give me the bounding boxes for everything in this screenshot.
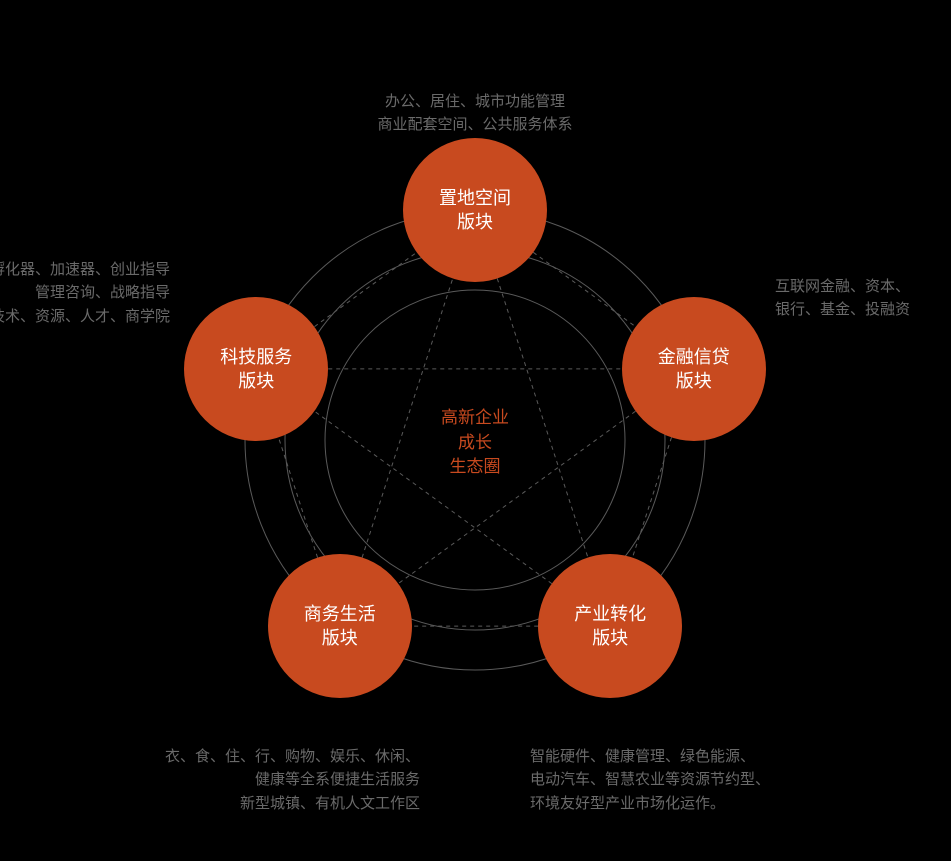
sector-node-top: 置地空间版块 xyxy=(403,138,547,282)
diagram-canvas: 高新企业成长生态圈 置地空间版块金融信贷版块产业转化版块商务生活版块科技服务版块… xyxy=(0,0,951,861)
sector-desc-left: 孵化器、加速器、创业指导 管理咨询、战略指导 技术、资源、人才、商学院 xyxy=(0,258,170,328)
sector-node-title-line: 版块 xyxy=(322,626,358,650)
center-label-line: 成长 xyxy=(415,431,535,456)
sector-node-left: 科技服务版块 xyxy=(184,297,328,441)
sector-desc-top: 办公、居住、城市功能管理 商业配套空间、公共服务体系 xyxy=(275,90,675,137)
sector-node-bottom-left: 商务生活版块 xyxy=(268,554,412,698)
sector-node-title-line: 版块 xyxy=(457,210,493,234)
sector-node-bottom-right: 产业转化版块 xyxy=(538,554,682,698)
sector-node-title-line: 置地空间 xyxy=(439,186,511,210)
center-label: 高新企业成长生态圈 xyxy=(415,406,535,480)
center-label-line: 生态圈 xyxy=(415,455,535,480)
sector-node-title-line: 科技服务 xyxy=(220,345,292,369)
sector-node-right: 金融信贷版块 xyxy=(622,297,766,441)
sector-node-title-line: 版块 xyxy=(676,369,712,393)
sector-node-title-line: 商务生活 xyxy=(304,602,376,626)
sector-desc-right: 互联网金融、资本、 银行、基金、投融资 xyxy=(775,275,910,322)
sector-node-title-line: 版块 xyxy=(592,626,628,650)
center-label-line: 高新企业 xyxy=(415,406,535,431)
sector-node-title-line: 版块 xyxy=(238,369,274,393)
sector-desc-bottom-left: 衣、食、住、行、购物、娱乐、休闲、 健康等全系便捷生活服务 新型城镇、有机人文工… xyxy=(165,745,420,815)
sector-desc-bottom-right: 智能硬件、健康管理、绿色能源、 电动汽车、智慧农业等资源节约型、 环境友好型产业… xyxy=(530,745,770,815)
sector-node-title-line: 产业转化 xyxy=(574,602,646,626)
sector-node-title-line: 金融信贷 xyxy=(658,345,730,369)
